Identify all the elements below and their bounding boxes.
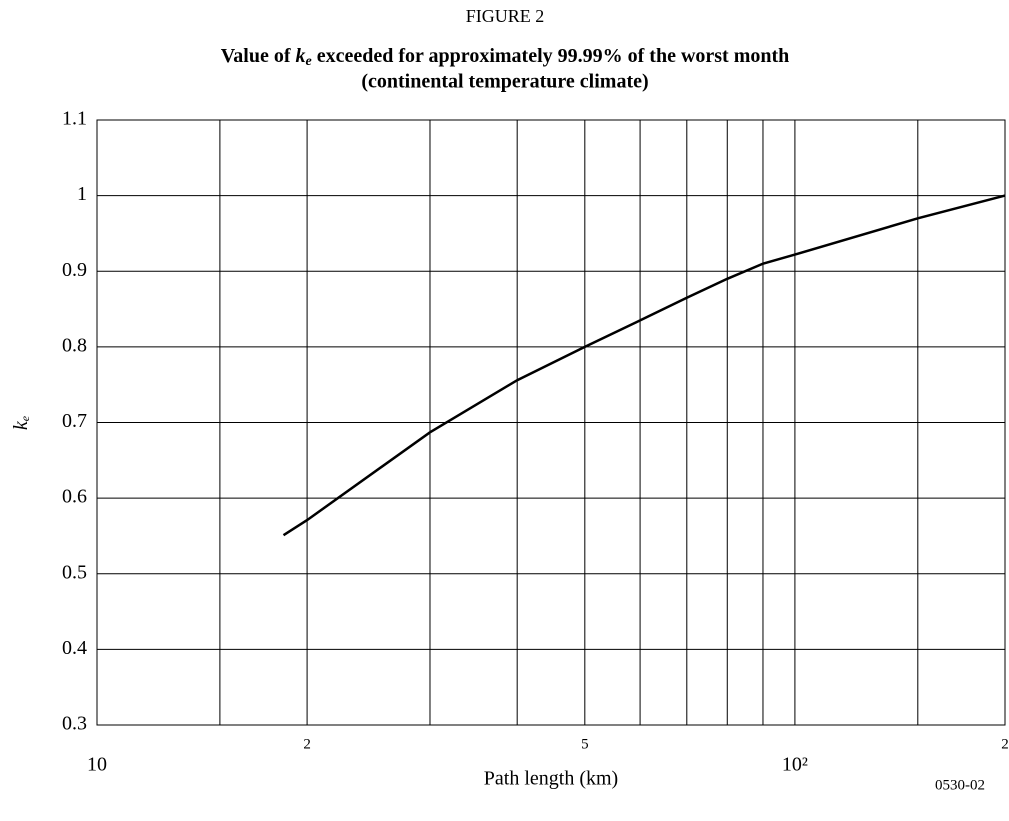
y-tick-label: 0.3	[62, 713, 87, 735]
x-tick-label: 10	[87, 754, 107, 776]
chart-subtitle: (continental temperature climate)	[361, 71, 648, 93]
x-axis-label: Path length (km)	[484, 768, 618, 790]
x-tick-label: 5	[581, 736, 589, 752]
y-tick-label: 0.9	[62, 259, 87, 281]
title-prefix: Value of	[221, 45, 291, 67]
y-tick-label: 0.7	[62, 410, 87, 432]
chart-title: Value of ke exceeded for approximately 9…	[221, 45, 790, 70]
ylabel-symbol: k	[10, 420, 32, 430]
y-tick-label: 0.5	[62, 561, 87, 583]
figure-label: FIGURE 2	[466, 6, 545, 26]
x-tick-label: 10²	[782, 754, 808, 776]
y-tick-label: 0.4	[62, 637, 87, 659]
y-axis-label: ke	[10, 415, 32, 430]
plot-frame	[96, 119, 1006, 726]
x-tick-label: 2	[303, 736, 311, 752]
y-tick-label: 1.1	[62, 108, 87, 130]
curve	[282, 194, 1006, 537]
title-subscript: e	[306, 54, 312, 69]
title-suffix: exceeded for approximately 99.99% of the…	[312, 45, 790, 67]
title-symbol: k	[296, 45, 306, 67]
y-tick-label: 0.6	[62, 486, 87, 508]
y-tick-label: 1	[77, 183, 87, 205]
y-tick-label: 0.8	[62, 334, 87, 356]
figure-note: 0530-02	[935, 777, 985, 793]
ylabel-subscript: e	[18, 415, 32, 421]
x-tick-label: 2	[1001, 736, 1009, 752]
